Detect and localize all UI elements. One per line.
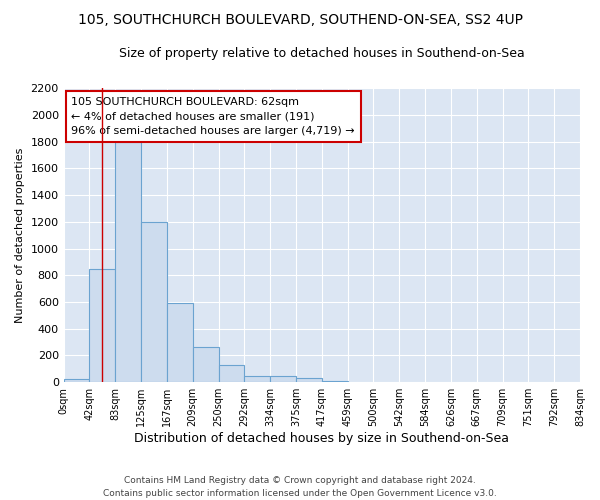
Bar	[193, 348, 218, 382]
Bar	[322, 381, 347, 382]
Text: 105 SOUTHCHURCH BOULEVARD: 62sqm
← 4% of detached houses are smaller (191)
96% o: 105 SOUTHCHURCH BOULEVARD: 62sqm ← 4% of…	[71, 97, 355, 136]
Text: 105, SOUTHCHURCH BOULEVARD, SOUTHEND-ON-SEA, SS2 4UP: 105, SOUTHCHURCH BOULEVARD, SOUTHEND-ON-…	[77, 12, 523, 26]
Bar	[218, 366, 244, 382]
Bar	[167, 304, 193, 382]
X-axis label: Distribution of detached houses by size in Southend-on-Sea: Distribution of detached houses by size …	[134, 432, 509, 445]
Bar	[244, 376, 270, 382]
Title: Size of property relative to detached houses in Southend-on-Sea: Size of property relative to detached ho…	[119, 48, 525, 60]
Bar	[64, 379, 89, 382]
Bar	[115, 142, 141, 382]
Bar	[296, 378, 322, 382]
Bar	[141, 222, 167, 382]
Bar	[89, 269, 115, 382]
Text: Contains HM Land Registry data © Crown copyright and database right 2024.
Contai: Contains HM Land Registry data © Crown c…	[103, 476, 497, 498]
Y-axis label: Number of detached properties: Number of detached properties	[15, 148, 25, 323]
Bar	[270, 376, 296, 382]
